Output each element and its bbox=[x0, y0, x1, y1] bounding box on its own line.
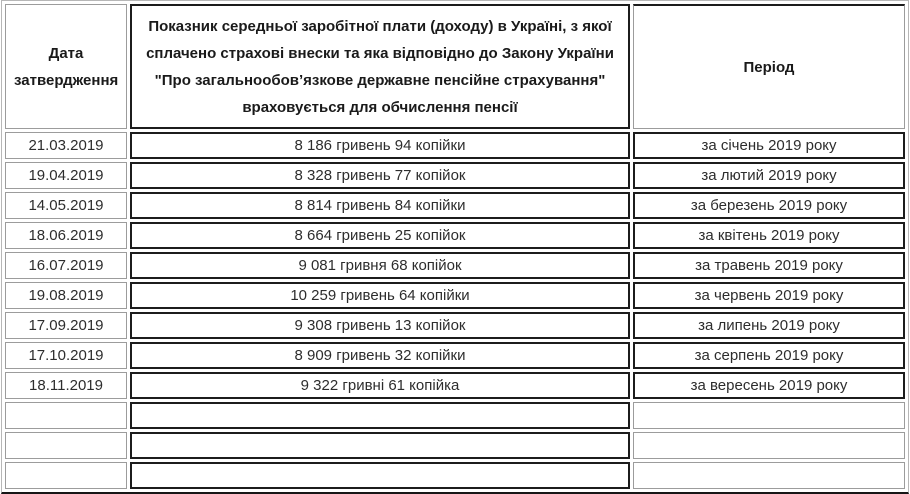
period-cell: за серпень 2019 року bbox=[633, 342, 905, 369]
approval-date-cell: 17.09.2019 bbox=[5, 312, 127, 339]
approval-date-cell: 19.08.2019 bbox=[5, 282, 127, 309]
table-row-empty bbox=[5, 462, 905, 489]
salary-indicator-cell: 8 814 гривень 84 копійки bbox=[130, 192, 630, 219]
table-row: 14.05.2019 8 814 гривень 84 копійки за бер… bbox=[5, 192, 905, 219]
salary-indicator-cell: 10 259 гривень 64 копійки bbox=[130, 282, 630, 309]
salary-indicator-cell: 8 909 гривень 32 копійки bbox=[130, 342, 630, 369]
period-cell: за травень 2019 року bbox=[633, 252, 905, 279]
table-body: 21.03.2019 8 186 гривень 94 копійки за січ… bbox=[5, 132, 905, 489]
approval-date-cell bbox=[5, 462, 127, 489]
table-row: 19.04.2019 8 328 гривень 77 копійок за лют… bbox=[5, 162, 905, 189]
table-row-empty bbox=[5, 432, 905, 459]
salary-indicator-cell: 8 186 гривень 94 копійки bbox=[130, 132, 630, 159]
salary-indicator-cell: 9 308 гривень 13 копійок bbox=[130, 312, 630, 339]
period-cell: за квітень 2019 року bbox=[633, 222, 905, 249]
salary-indicator-cell: 9 322 гривні 61 копійка bbox=[130, 372, 630, 399]
approval-date-cell: 18.06.2019 bbox=[5, 222, 127, 249]
approval-date-cell: 21.03.2019 bbox=[5, 132, 127, 159]
approval-date-cell: 18.11.2019 bbox=[5, 372, 127, 399]
approval-date-cell: 14.05.2019 bbox=[5, 192, 127, 219]
table-row: 17.09.2019 9 308 гривень 13 копійок за лип… bbox=[5, 312, 905, 339]
table-row: 19.08.2019 10 259 гривень 64 копійки за че… bbox=[5, 282, 905, 309]
period-cell bbox=[633, 432, 905, 459]
header-row: Дата затвердження Показник середньої зар… bbox=[5, 4, 905, 129]
period-cell: за липень 2019 року bbox=[633, 312, 905, 339]
salary-indicator-cell: 8 328 гривень 77 копійок bbox=[130, 162, 630, 189]
column-header-period: Період bbox=[633, 4, 905, 129]
approval-date-cell: 17.10.2019 bbox=[5, 342, 127, 369]
column-header-salary-indicator: Показник середньої заробітної плати (дох… bbox=[130, 4, 630, 129]
column-header-approval-date: Дата затвердження bbox=[5, 4, 127, 129]
period-cell: за лютий 2019 року bbox=[633, 162, 905, 189]
salary-indicator-cell bbox=[130, 432, 630, 459]
period-cell: за березень 2019 року bbox=[633, 192, 905, 219]
table-row: 21.03.2019 8 186 гривень 94 копійки за січ… bbox=[5, 132, 905, 159]
salary-indicator-cell bbox=[130, 402, 630, 429]
table-row-empty bbox=[5, 402, 905, 429]
period-cell: за січень 2019 року bbox=[633, 132, 905, 159]
salary-indicator-cell: 9 081 гривня 68 копійок bbox=[130, 252, 630, 279]
period-cell bbox=[633, 462, 905, 489]
table-row: 18.11.2019 9 322 гривні 61 копійка за вере… bbox=[5, 372, 905, 399]
approval-date-cell: 16.07.2019 bbox=[5, 252, 127, 279]
approval-date-cell: 19.04.2019 bbox=[5, 162, 127, 189]
period-cell: за вересень 2019 року bbox=[633, 372, 905, 399]
salary-indicator-cell bbox=[130, 462, 630, 489]
period-cell bbox=[633, 402, 905, 429]
table-row: 18.06.2019 8 664 гривень 25 копійок за кві… bbox=[5, 222, 905, 249]
approval-date-cell bbox=[5, 402, 127, 429]
period-cell: за червень 2019 року bbox=[633, 282, 905, 309]
salary-indicator-cell: 8 664 гривень 25 копійок bbox=[130, 222, 630, 249]
approval-date-cell bbox=[5, 432, 127, 459]
table-row: 16.07.2019 9 081 гривня 68 копійок за трав… bbox=[5, 252, 905, 279]
table-row: 17.10.2019 8 909 гривень 32 копійки за сер… bbox=[5, 342, 905, 369]
